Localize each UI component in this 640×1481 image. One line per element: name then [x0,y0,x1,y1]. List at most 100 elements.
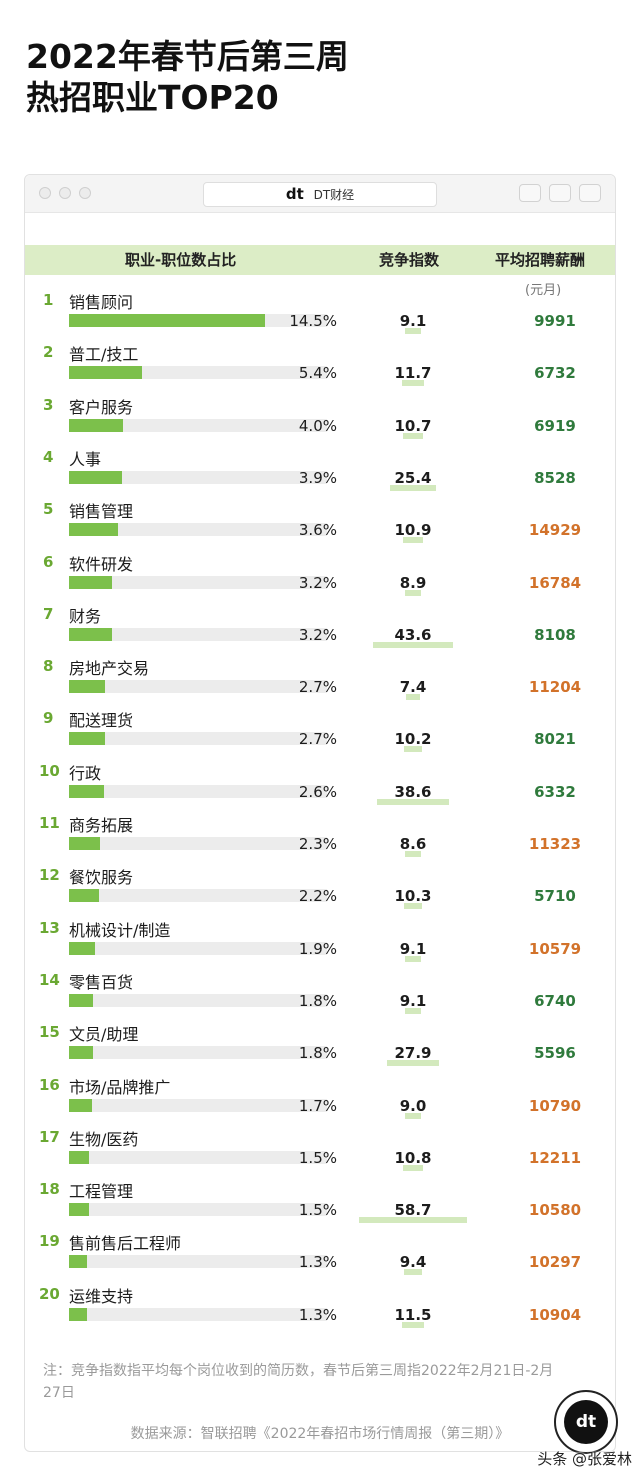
rank-number: 18 [39,1180,60,1199]
competition-value: 10.8 [394,1148,432,1167]
rank-number: 8 [43,657,54,676]
maximize-icon[interactable] [79,187,91,199]
competition-bar [404,955,422,962]
dt-floating-button[interactable]: dt [554,1390,618,1454]
table-row: 4 人事 3.9% 25.4 8528 [25,448,615,500]
table-row: 14 零售百货 1.8% 9.1 6740 [25,971,615,1023]
title-line-1: 2022年春节后第三周 [26,37,349,76]
competition-bar [405,851,421,857]
minimize-icon[interactable] [59,187,71,199]
table-row: 5 销售管理 3.6% 10.9 14929 [25,500,615,552]
job-name: 零售百货 [69,972,134,992]
record-icon[interactable] [519,184,541,202]
salary-value: 6919 [534,416,576,435]
job-name: 客户服务 [69,397,134,417]
salary-value: 14929 [528,521,582,540]
watermark-credit: 头条 @张爱林 [537,1450,632,1468]
address-bar[interactable]: dt DT财经 [203,182,437,207]
share-label: 14.5% [289,312,337,330]
share-bar [69,627,113,641]
share-bar-track [69,314,327,327]
job-name: 财务 [69,606,102,626]
competition-value: 8.9 [399,573,427,592]
job-name: 房地产交易 [69,659,150,679]
competition-value: 9.4 [399,1253,427,1272]
rank-number: 5 [43,500,54,519]
header-salary: 平均招聘薪酬 [495,251,586,269]
rank-number: 20 [39,1284,60,1303]
data-source: 数据来源：智联招聘《2022年春招市场行情周报（第三期）》 [130,1426,510,1442]
salary-value: 10904 [528,1305,582,1324]
header-competition: 竞争指数 [379,251,440,269]
share-bar-track [69,1098,327,1112]
share-bar-track [69,418,327,432]
salary-value: 12211 [528,1148,582,1167]
home-icon[interactable] [549,184,571,202]
table-row: 6 软件研发 3.2% 8.9 16784 [25,553,615,605]
table-row: 8 房地产交易 2.7% 7.4 11204 [25,657,615,709]
competition-bar [389,484,437,491]
share-label: 2.2% [298,887,337,906]
salary-value: 8108 [534,625,576,644]
table-row: 7 财务 3.2% 43.6 8108 [25,605,615,657]
competition-value: 38.6 [394,782,432,801]
competition-bar [377,798,449,805]
share-bar [69,1203,90,1217]
competition-bar [403,746,423,753]
competition-bar [387,1060,439,1067]
window-icon[interactable] [579,184,601,202]
rank-number: 12 [39,866,60,885]
header-job-share: 职业-职位数占比 [125,251,237,269]
table-row: 19 售前售后工程师 1.3% 9.4 10297 [25,1232,615,1284]
share-bar [69,314,265,327]
rank-number: 9 [43,709,54,728]
share-bar-track [69,889,327,903]
salary-value: 6332 [534,782,576,801]
share-bar [69,1098,92,1112]
rank-number: 13 [39,918,60,937]
competition-value: 7.4 [399,678,427,697]
competition-value: 9.1 [399,939,427,958]
rank-number: 19 [39,1232,60,1251]
share-bar-track [69,732,327,746]
salary-value: 8528 [534,468,576,487]
salary-value: 5710 [534,887,576,906]
window-titlebar: dt DT财经 [25,175,615,213]
competition-value: 10.7 [394,416,432,435]
rank-number: 7 [43,604,54,623]
share-bar [69,418,124,432]
close-icon[interactable] [39,187,51,199]
salary-value: 10579 [528,939,582,958]
share-label: 2.3% [298,835,337,853]
job-name: 销售顾问 [69,293,134,312]
share-label: 3.9% [298,468,337,487]
share-label: 1.8% [298,1044,337,1063]
job-name: 配送理货 [69,711,134,731]
rank-number: 1 [43,291,54,309]
job-name: 普工/技工 [69,345,139,365]
table-row: 12 餐饮服务 2.2% 10.3 5710 [25,866,615,918]
share-label: 2.7% [298,730,337,749]
competition-bar [402,1321,424,1328]
job-name: 市场/品牌推广 [69,1077,171,1097]
dt-logo-icon: dt [564,1400,608,1444]
share-label: 3.2% [298,625,337,644]
salary-unit: (元月) [525,283,562,298]
share-bar [69,732,106,746]
share-bar-track [69,470,327,484]
table-row: 3 客户服务 4.0% 10.7 6919 [25,396,615,448]
share-bar-track [69,941,327,955]
table-row: 10 行政 2.6% 38.6 6332 [25,762,615,814]
share-bar [69,1150,90,1164]
competition-bar [404,1007,422,1014]
job-name: 机械设计/制造 [69,920,171,940]
competition-value: 8.6 [399,835,427,853]
rank-number: 10 [39,761,60,780]
competition-bar [402,537,424,544]
share-bar [69,837,101,850]
salary-value: 5596 [534,1044,576,1063]
share-bar [69,523,118,537]
competition-value: 27.9 [394,1044,432,1063]
rank-number: 16 [39,1075,60,1094]
share-bar [69,941,95,955]
